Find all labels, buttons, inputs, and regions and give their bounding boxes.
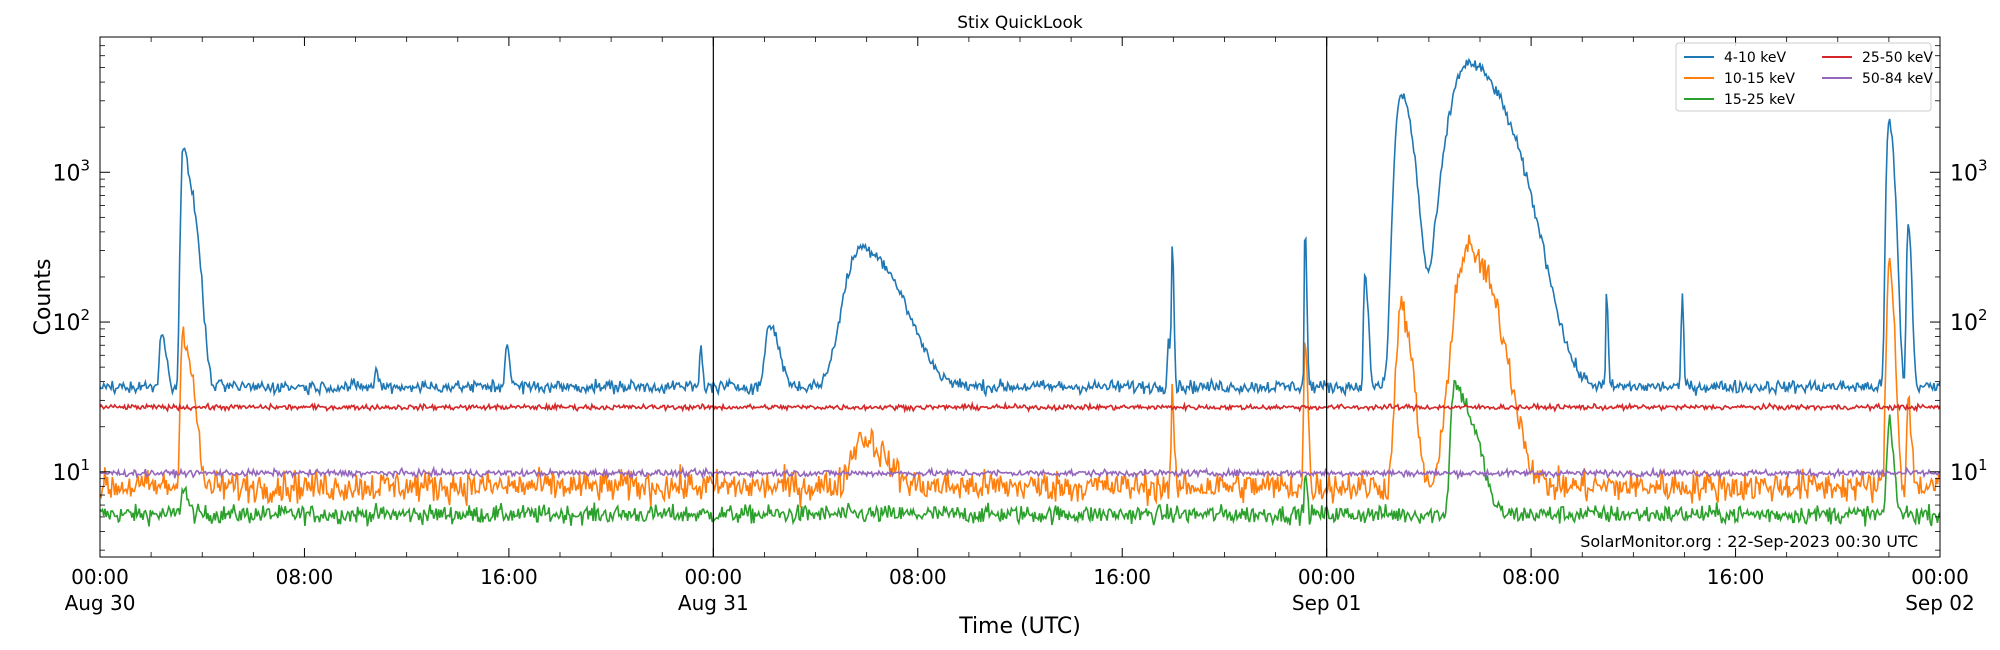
series-line-10-15-kev (100, 234, 1940, 508)
plot-frame (99, 36, 1941, 558)
series-line-15-25-kev (100, 379, 1940, 527)
y-axis-label: Counts (31, 259, 56, 336)
x-tick-label: 08:00 (1502, 565, 1560, 589)
legend-item: 4-10 keV (1684, 50, 1786, 66)
series-line-50-84-kev (100, 465, 1940, 481)
legend-item: 50-84 keV (1822, 71, 1933, 87)
legend-label: 25-50 keV (1862, 50, 1933, 66)
y-tick-base: 10 (52, 461, 80, 486)
x-tick-date-label: Aug 30 (65, 591, 136, 615)
y-tick-label-right: 102 (1950, 306, 1988, 336)
y-tick-exponent: 1 (80, 456, 90, 474)
day-boundaries (712, 37, 1328, 557)
y-tick-label-right: 103 (1950, 156, 1988, 186)
x-tick-label: 16:00 (480, 565, 538, 589)
y-tick-label-left: 101 (52, 456, 90, 486)
y-tick-label-right: 101 (1950, 456, 1988, 486)
x-tick-label: 00:00 (71, 565, 129, 589)
x-tick-label: 08:00 (889, 565, 947, 589)
legend-label: 50-84 keV (1862, 71, 1933, 87)
y-tick-base: 10 (52, 311, 80, 336)
x-tick-date-label: Sep 02 (1905, 591, 1975, 615)
legend-box (1675, 42, 1932, 112)
y-tick-exponent: 1 (1978, 456, 1988, 474)
x-tick-label: 00:00 (1911, 565, 1969, 589)
y-tick-exponent: 2 (80, 306, 90, 324)
legend-label: 15-25 keV (1724, 92, 1795, 108)
series-line-25-50-kev (100, 400, 1940, 414)
y-tick-base: 10 (52, 161, 80, 186)
x-axis-label: Time (UTC) (958, 614, 1081, 639)
legend-item: 25-50 keV (1822, 50, 1933, 66)
x-tick-label: 08:00 (276, 565, 334, 589)
chart-title: Stix QuickLook (957, 13, 1083, 33)
legend-item: 15-25 keV (1684, 92, 1795, 108)
series-line-4-10-kev (100, 57, 1940, 398)
x-tick-label: 00:00 (685, 565, 743, 589)
y-tick-exponent: 3 (80, 156, 90, 174)
y-tick-base: 10 (1950, 311, 1978, 336)
series-layer (100, 57, 1940, 527)
x-tick-date-label: Aug 31 (678, 591, 749, 615)
y-tick-base: 10 (1950, 461, 1978, 486)
y-tick-exponent: 2 (1978, 306, 1988, 324)
y-tick-label-left: 102 (52, 306, 90, 336)
x-tick-date-label: Sep 01 (1292, 591, 1362, 615)
legend-label: 10-15 keV (1724, 71, 1795, 87)
credit-text: SolarMonitor.org : 22-Sep-2023 00:30 UTC (1580, 532, 1918, 551)
x-tick-label: 16:00 (1093, 565, 1151, 589)
legend: 4-10 keV 10-15 keV 15-25 keV 25-50 keV 50-84… (1675, 42, 1933, 112)
x-tick-label: 00:00 (1298, 565, 1356, 589)
x-tick-label: 16:00 (1707, 565, 1765, 589)
legend-label: 4-10 keV (1724, 50, 1786, 66)
y-tick-label-left: 103 (52, 156, 90, 186)
y-tick-base: 10 (1950, 161, 1978, 186)
legend-item: 10-15 keV (1684, 71, 1795, 87)
y-tick-exponent: 3 (1978, 156, 1988, 174)
